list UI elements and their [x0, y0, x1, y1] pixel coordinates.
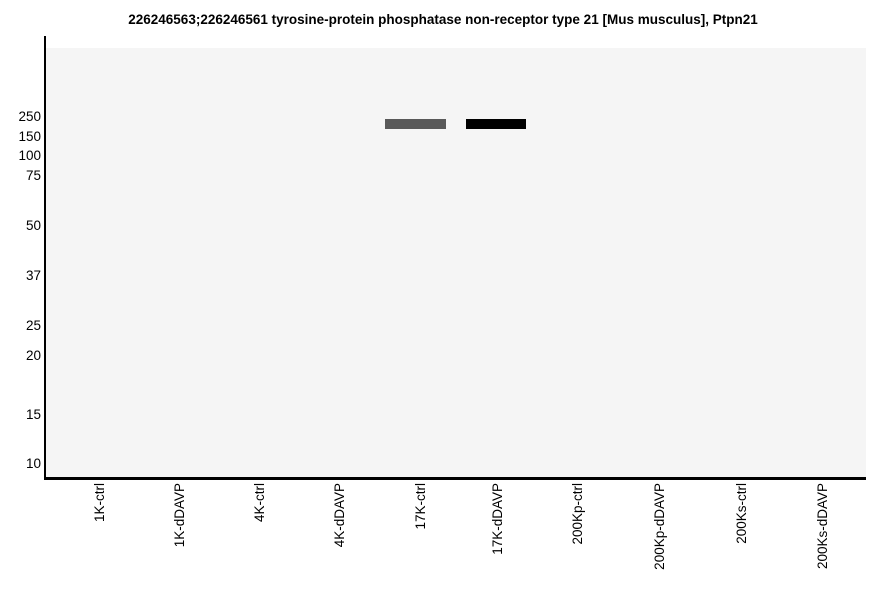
lane-label-200kp-ddavp: 200Kp-dDAVP: [652, 483, 667, 570]
figure-title: 226246563;226246561 tyrosine-protein pho…: [128, 12, 758, 27]
lane-label-4k-ctrl: 4K-ctrl: [252, 483, 267, 523]
lane-label-1k-ddavp: 1K-dDAVP: [172, 483, 187, 548]
y-tick-label: 250: [18, 109, 41, 124]
y-tick-label: 50: [25, 218, 41, 233]
lane-label-1k-ctrl: 1K-ctrl: [92, 483, 107, 523]
lane-label-17k-ctrl: 17K-ctrl: [413, 483, 428, 530]
y-tick-label: 100: [18, 148, 41, 163]
lane-label-200kp-ctrl: 200Kp-ctrl: [570, 483, 585, 545]
lane-label-200ks-ctrl: 200Ks-ctrl: [734, 483, 749, 544]
y-axis-line: [44, 36, 46, 480]
lane-label-17k-ddavp: 17K-dDAVP: [490, 483, 505, 555]
y-tick-label: 10: [25, 456, 41, 471]
y-tick-label: 25: [25, 318, 41, 333]
y-tick-label: 20: [25, 348, 41, 363]
y-tick-label: 15: [25, 407, 41, 422]
x-axis-line: [44, 477, 866, 480]
gel-band-17k-ctrl: [385, 119, 446, 129]
plot-area: [45, 48, 866, 478]
gel-band-17k-ddavp: [466, 119, 526, 129]
lane-label-200ks-ddavp: 200Ks-dDAVP: [815, 483, 830, 570]
lane-label-4k-ddavp: 4K-dDAVP: [332, 483, 347, 548]
y-tick-label: 37: [25, 268, 41, 283]
y-tick-label: 75: [25, 168, 41, 183]
y-tick-label: 150: [18, 129, 41, 144]
